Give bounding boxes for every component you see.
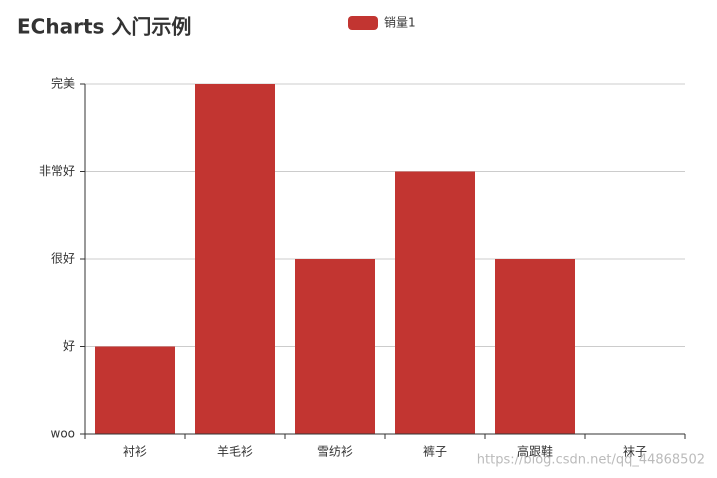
chart-title: ECharts 入门示例: [17, 15, 191, 39]
x-tick-label: 雪纺衫: [317, 445, 353, 459]
x-tick-label: 裤子: [423, 445, 447, 459]
bar: [295, 259, 375, 434]
watermark: https://blog.csdn.net/qq_44868502: [477, 453, 705, 468]
x-tick-label: 羊毛衫: [217, 444, 253, 459]
bar: [395, 171, 475, 434]
legend-swatch: [348, 16, 378, 30]
y-tick-label: 非常好: [39, 164, 75, 178]
bar: [195, 84, 275, 434]
bar: [495, 259, 575, 434]
legend-label: 销量1: [384, 16, 416, 30]
x-tick-label: 衬衫: [123, 445, 147, 459]
y-tick-label: 完美: [51, 76, 75, 91]
y-tick-label: woo: [51, 427, 76, 441]
y-tick-label: 好: [63, 339, 75, 353]
y-tick-label: 很好: [51, 252, 75, 266]
bar: [95, 346, 175, 434]
x-tick-label: 袜子: [623, 445, 647, 459]
x-tick-label: 高跟鞋: [517, 444, 553, 459]
